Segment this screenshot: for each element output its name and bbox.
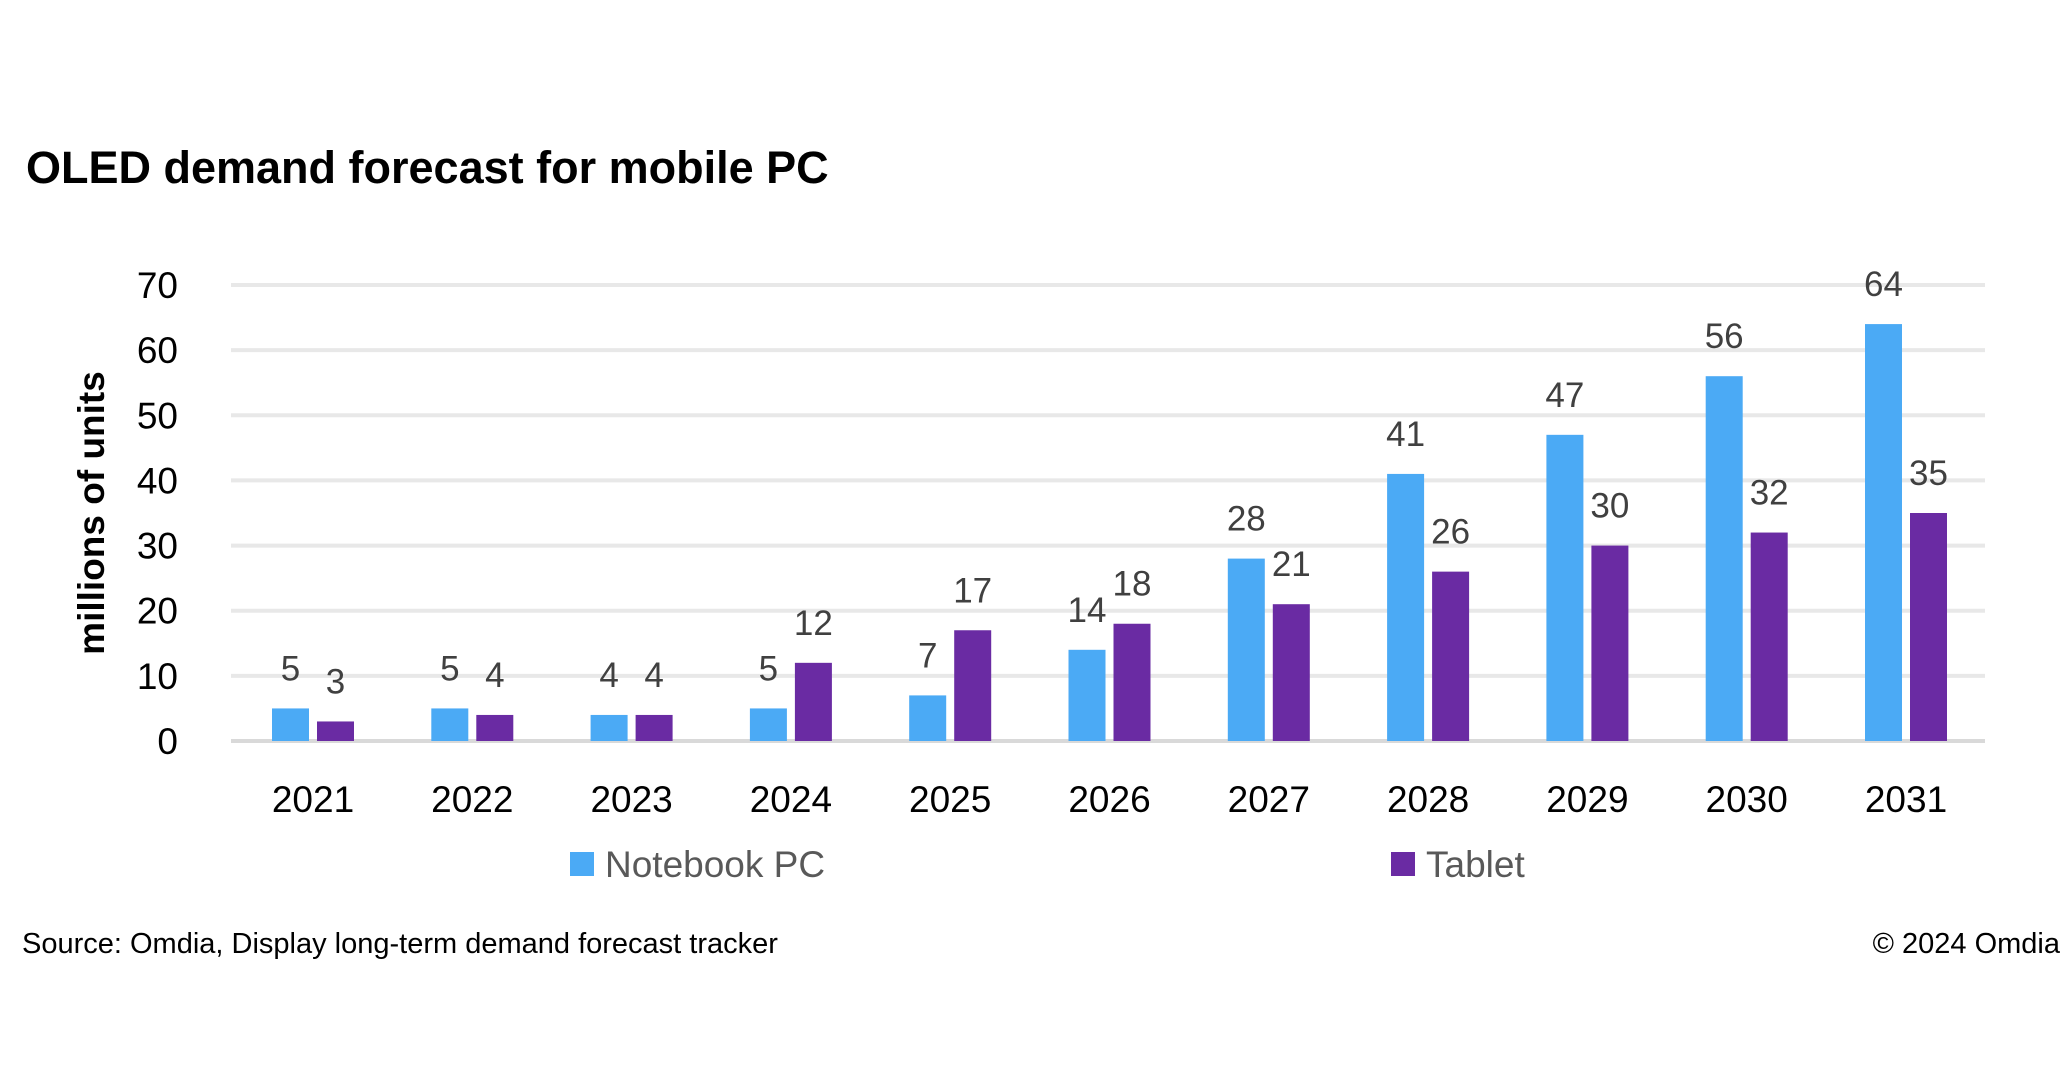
y-axis-label: millions of units: [71, 371, 112, 655]
data-label: 4: [644, 656, 663, 695]
legend-label: Tablet: [1426, 844, 1525, 885]
y-tick-label: 0: [157, 721, 178, 762]
data-label: 28: [1227, 500, 1266, 539]
data-label: 5: [281, 649, 300, 688]
bar-tablet: [954, 630, 992, 741]
bar-tablet: [1272, 604, 1310, 741]
data-label: 5: [759, 649, 778, 688]
bar-notebook-pc: [749, 708, 787, 741]
data-label: 4: [485, 656, 504, 695]
data-label: 41: [1386, 415, 1425, 454]
x-tick-label: 2025: [909, 779, 991, 820]
bar-notebook-pc: [590, 714, 628, 741]
x-tick-label: 2030: [1706, 779, 1788, 820]
bar-tablet: [476, 714, 514, 741]
data-label: 32: [1750, 474, 1789, 513]
y-tick-label: 20: [137, 591, 178, 632]
bar-tablet: [1910, 513, 1947, 741]
data-label: 17: [953, 571, 992, 610]
data-label: 64: [1864, 265, 1903, 304]
data-label: 56: [1705, 317, 1744, 356]
data-label: 4: [599, 656, 618, 695]
data-label: 30: [1590, 487, 1629, 526]
bar-notebook-pc: [1387, 473, 1425, 741]
x-tick-label: 2023: [590, 779, 672, 820]
x-tick-label: 2024: [750, 779, 832, 820]
bar-tablet: [635, 714, 673, 741]
data-label: 26: [1431, 513, 1470, 552]
bar-tablet: [794, 662, 832, 741]
bar-notebook-pc: [1546, 434, 1584, 741]
data-label: 21: [1272, 545, 1311, 584]
x-tick-label: 2026: [1068, 779, 1150, 820]
bar-tablet: [1591, 545, 1629, 741]
data-label: 18: [1113, 565, 1152, 604]
bar-notebook-pc: [272, 708, 309, 741]
copyright: © 2024 Omdia: [1872, 928, 2060, 960]
source-note: Source: Omdia, Display long-term demand …: [22, 928, 778, 960]
y-tick-label: 30: [137, 526, 178, 567]
x-tick-label: 2027: [1228, 779, 1310, 820]
y-tick-label: 70: [137, 265, 178, 306]
bar-tablet: [1432, 571, 1470, 741]
x-tick-label: 2021: [272, 779, 354, 820]
bar-tablet: [1113, 623, 1151, 741]
bar-notebook-pc: [1865, 324, 1902, 741]
data-label: 35: [1909, 454, 1948, 493]
data-label: 3: [326, 662, 345, 701]
x-tick-label: 2031: [1865, 779, 1947, 820]
bar-notebook-pc: [1705, 376, 1743, 741]
data-label: 14: [1068, 591, 1107, 630]
x-tick-label: 2022: [431, 779, 513, 820]
x-tick-label: 2029: [1546, 779, 1628, 820]
x-tick-label: 2028: [1387, 779, 1469, 820]
bar-tablet: [1750, 532, 1788, 741]
y-tick-label: 50: [137, 395, 178, 436]
legend-swatch: [1391, 852, 1415, 876]
bar-notebook-pc: [909, 695, 947, 741]
chart-title: OLED demand forecast for mobile PC: [26, 142, 829, 193]
data-label: 5: [440, 649, 459, 688]
legend-swatch: [570, 852, 594, 876]
data-label: 47: [1545, 376, 1584, 415]
bar-notebook-pc: [1068, 649, 1106, 741]
data-label: 12: [794, 604, 833, 643]
y-tick-label: 10: [137, 656, 178, 697]
legend-label: Notebook PC: [605, 844, 825, 885]
bar-tablet: [317, 721, 354, 741]
data-label: 7: [918, 636, 937, 675]
y-tick-label: 40: [137, 460, 178, 501]
y-tick-label: 60: [137, 330, 178, 371]
bar-notebook-pc: [431, 708, 469, 741]
bar-notebook-pc: [1227, 558, 1265, 741]
